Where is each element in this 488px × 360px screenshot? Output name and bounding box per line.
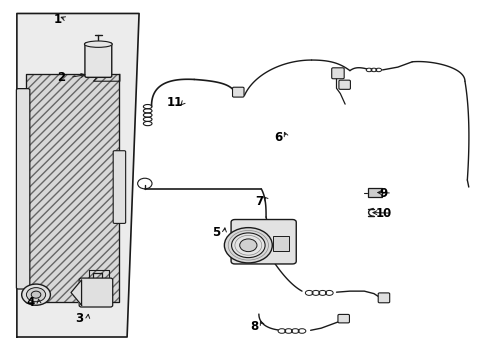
Text: 1: 1 xyxy=(53,13,61,26)
Text: 8: 8 xyxy=(249,320,258,333)
FancyBboxPatch shape xyxy=(367,188,381,197)
FancyBboxPatch shape xyxy=(85,43,112,77)
FancyBboxPatch shape xyxy=(231,220,296,264)
Circle shape xyxy=(21,284,50,305)
Text: 11: 11 xyxy=(166,96,183,109)
Text: 5: 5 xyxy=(211,226,220,239)
Circle shape xyxy=(239,239,256,252)
FancyBboxPatch shape xyxy=(250,248,261,257)
Text: 10: 10 xyxy=(375,207,391,220)
Circle shape xyxy=(31,291,41,298)
Circle shape xyxy=(231,233,264,258)
FancyBboxPatch shape xyxy=(232,87,244,97)
Circle shape xyxy=(26,288,45,302)
Bar xyxy=(273,237,288,251)
Polygon shape xyxy=(71,280,81,305)
FancyBboxPatch shape xyxy=(17,89,30,289)
Circle shape xyxy=(224,228,272,263)
FancyBboxPatch shape xyxy=(338,80,350,89)
Text: 2: 2 xyxy=(57,71,65,84)
FancyBboxPatch shape xyxy=(113,151,125,224)
FancyBboxPatch shape xyxy=(331,68,344,79)
Text: 9: 9 xyxy=(379,187,387,200)
Ellipse shape xyxy=(84,41,112,48)
Polygon shape xyxy=(17,13,139,337)
Text: 7: 7 xyxy=(254,195,263,208)
Text: 6: 6 xyxy=(273,131,282,144)
FancyBboxPatch shape xyxy=(377,293,389,303)
Text: 3: 3 xyxy=(75,312,83,325)
Text: 4: 4 xyxy=(26,296,34,309)
FancyBboxPatch shape xyxy=(79,278,112,307)
FancyBboxPatch shape xyxy=(337,314,349,323)
Bar xyxy=(26,74,119,302)
